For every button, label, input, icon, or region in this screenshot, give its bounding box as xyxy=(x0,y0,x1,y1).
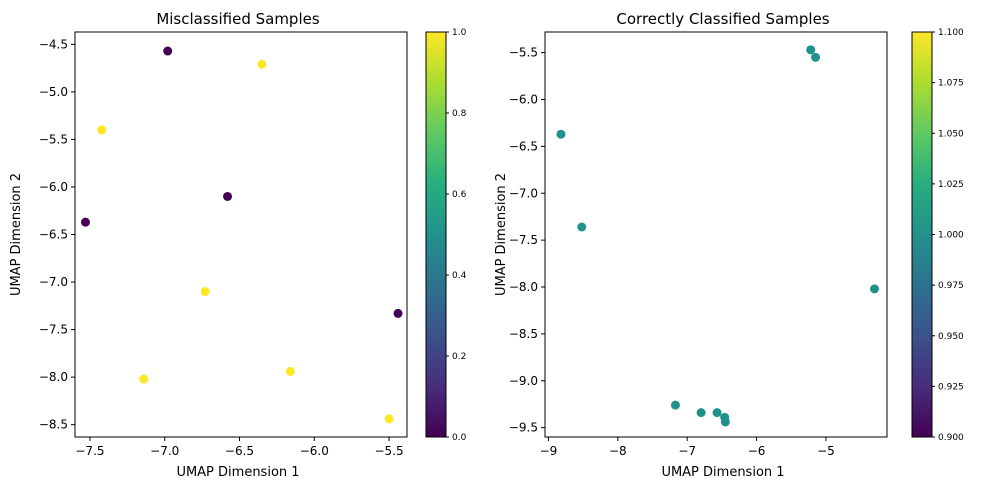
x-tick-label: −6.0 xyxy=(300,444,329,458)
y-tick-label: −8.0 xyxy=(39,370,68,384)
y-axis-label: UMAP Dimension 2 xyxy=(494,173,509,296)
scatter-point xyxy=(556,129,566,139)
y-tick-label: −6.0 xyxy=(39,180,68,194)
y-tick-label: −7.5 xyxy=(509,233,538,247)
colorbar-tick-label: 0.900 xyxy=(938,433,964,443)
scatter-point xyxy=(811,52,821,62)
y-tick-label: −7.5 xyxy=(39,323,68,337)
x-tick-label: −7 xyxy=(678,444,696,458)
colorbar-tick-label: 0.0 xyxy=(452,433,467,443)
y-axis-ticks: −4.5 −5.0 −5.5 −6.0 −6.5 −7.0 −7.5 −8.0 −8.5 xyxy=(39,37,75,432)
scatter-point xyxy=(712,408,722,418)
y-tick-label: −6.0 xyxy=(509,93,538,107)
y-tick-label: −6.5 xyxy=(509,139,538,153)
y-tick-label: −9.0 xyxy=(509,374,538,388)
scatter-point xyxy=(696,408,706,418)
scatter-point xyxy=(806,45,816,55)
scatter-point xyxy=(223,191,233,201)
scatter-point xyxy=(139,374,149,384)
scatter-point xyxy=(97,125,107,135)
colorbar-tick-label: 0.950 xyxy=(938,332,964,342)
chart-title: Misclassified Samples xyxy=(156,10,320,28)
y-tick-label: −5.5 xyxy=(509,46,538,60)
x-tick-label: −6 xyxy=(748,444,766,458)
chart-title: Correctly Classified Samples xyxy=(616,10,829,28)
colorbar xyxy=(425,31,447,438)
misclassified-chart: Misclassified Samples −7.5 −7.0 −6.5 −6.0 −5… xyxy=(9,10,467,480)
x-axis-ticks: −7.5 −7.0 −6.5 −6.0 −5.5 xyxy=(75,437,404,458)
scatter-point xyxy=(720,417,730,427)
scatter-point xyxy=(285,366,295,376)
scatter-point xyxy=(200,287,210,297)
plot-frame xyxy=(544,31,888,438)
colorbar-tick-label: 1.075 xyxy=(938,79,964,89)
y-tick-label: −5.0 xyxy=(39,85,68,99)
scatter-point xyxy=(384,414,394,424)
y-tick-label: −9.5 xyxy=(509,421,538,435)
x-tick-label: −7.0 xyxy=(150,444,179,458)
y-tick-label: −8.5 xyxy=(39,418,68,432)
x-tick-label: −7.5 xyxy=(75,444,104,458)
y-axis-ticks: −5.5 −6.0 −6.5 −7.0 −7.5 −8.0 −8.5 −9.0 −9.5 xyxy=(509,46,545,435)
colorbar-ticks: 0.0 0.2 0.4 0.6 0.8 1.0 xyxy=(446,28,467,443)
x-axis-label: UMAP Dimension 1 xyxy=(176,465,299,480)
plot-frame xyxy=(74,31,408,438)
scatter-point xyxy=(577,222,587,232)
x-axis-label: UMAP Dimension 1 xyxy=(661,465,784,480)
scatter-point xyxy=(670,400,680,410)
colorbar-tick-label: 0.4 xyxy=(452,271,467,281)
colorbar-tick-label: 0.6 xyxy=(452,190,467,200)
x-axis-ticks: −9 −8 −7 −6 −5 xyxy=(540,437,835,458)
scatter-points xyxy=(80,46,403,424)
colorbar-tick-label: 1.050 xyxy=(938,129,964,139)
x-tick-label: −5 xyxy=(817,444,835,458)
y-tick-label: −5.5 xyxy=(39,132,68,146)
y-tick-label: −7.0 xyxy=(39,275,68,289)
x-tick-label: −8 xyxy=(609,444,627,458)
y-tick-label: −7.0 xyxy=(509,186,538,200)
scatter-points xyxy=(556,45,880,427)
y-axis-label: UMAP Dimension 2 xyxy=(9,173,24,296)
y-tick-label: −8.5 xyxy=(509,327,538,341)
colorbar-tick-label: 0.975 xyxy=(938,281,964,291)
x-tick-label: −6.5 xyxy=(225,444,254,458)
colorbar xyxy=(911,31,933,438)
scatter-point xyxy=(163,46,173,56)
x-tick-label: −5.5 xyxy=(374,444,403,458)
colorbar-tick-label: 1.0 xyxy=(452,28,467,38)
colorbar-tick-label: 0.2 xyxy=(452,352,466,362)
colorbar-tick-label: 0.925 xyxy=(938,382,964,392)
scatter-point xyxy=(393,308,403,318)
y-tick-label: −8.0 xyxy=(509,280,538,294)
scatter-point xyxy=(80,217,90,227)
scatter-point xyxy=(257,59,267,69)
correct-chart: Correctly Classified Samples −9 −8 −7 −6 −5 … xyxy=(494,10,964,480)
colorbar-tick-label: 1.025 xyxy=(938,180,964,190)
colorbar-tick-label: 1.100 xyxy=(938,28,964,38)
y-tick-label: −6.5 xyxy=(39,228,68,242)
colorbar-ticks: 0.900 0.925 0.950 0.975 1.000 1.025 1.050 1.075… xyxy=(932,28,964,443)
colorbar-tick-label: 1.000 xyxy=(938,231,964,241)
scatter-point xyxy=(870,284,880,294)
colorbar-tick-label: 0.8 xyxy=(452,109,467,119)
y-tick-label: −4.5 xyxy=(39,37,68,51)
x-tick-label: −9 xyxy=(540,444,558,458)
